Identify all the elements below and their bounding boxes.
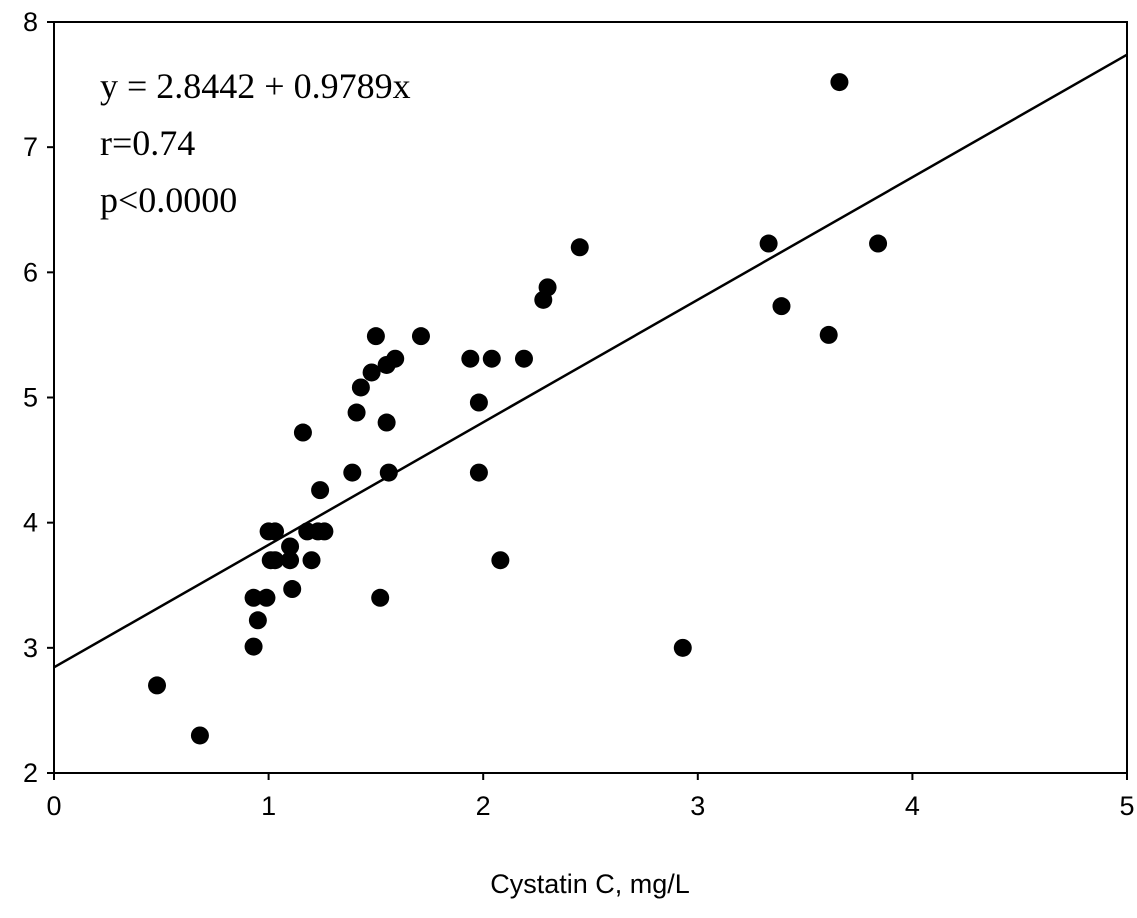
data-point bbox=[244, 588, 263, 607]
data-point bbox=[362, 363, 381, 382]
y-tick-label: 5 bbox=[23, 383, 38, 413]
data-point bbox=[371, 588, 390, 607]
data-point bbox=[302, 551, 321, 570]
data-point bbox=[514, 349, 533, 368]
data-point bbox=[461, 349, 480, 368]
x-tick-label: 0 bbox=[46, 791, 61, 821]
x-tick-label: 2 bbox=[476, 791, 491, 821]
r-annotation: r=0.74 bbox=[100, 123, 195, 163]
p-annotation: p<0.0000 bbox=[100, 180, 237, 220]
data-point bbox=[248, 611, 267, 630]
y-tick-label: 4 bbox=[23, 508, 38, 538]
equation-annotation: y = 2.8442 + 0.9789x bbox=[100, 66, 411, 106]
data-point bbox=[266, 551, 285, 570]
regression-line bbox=[53, 53, 1128, 669]
y-tick-label: 8 bbox=[23, 7, 38, 37]
data-point bbox=[266, 522, 285, 541]
data-point bbox=[411, 327, 430, 346]
x-axis-label: Cystatin C, mg/L bbox=[490, 869, 690, 899]
plot-area bbox=[53, 21, 1128, 774]
data-point bbox=[148, 676, 167, 695]
data-point bbox=[315, 522, 334, 541]
data-point bbox=[343, 463, 362, 482]
data-point bbox=[469, 393, 488, 412]
data-point bbox=[351, 378, 370, 397]
data-point bbox=[759, 234, 778, 253]
y-tick-label: 7 bbox=[23, 132, 38, 162]
data-point bbox=[281, 537, 300, 556]
data-point bbox=[377, 413, 396, 432]
data-point bbox=[281, 551, 300, 570]
x-tick-label: 1 bbox=[261, 791, 276, 821]
data-point bbox=[570, 238, 589, 257]
data-point bbox=[293, 423, 312, 442]
y-tick-label: 6 bbox=[23, 257, 38, 287]
data-point bbox=[673, 638, 692, 657]
data-point bbox=[491, 551, 510, 570]
data-point bbox=[257, 588, 276, 607]
data-point bbox=[482, 349, 501, 368]
data-point bbox=[538, 278, 557, 297]
y-tick-label: 3 bbox=[23, 633, 38, 663]
data-point bbox=[366, 327, 385, 346]
data-point bbox=[311, 481, 330, 500]
data-point bbox=[869, 234, 888, 253]
data-point bbox=[772, 297, 791, 316]
data-point bbox=[379, 463, 398, 482]
data-point bbox=[819, 325, 838, 344]
data-point bbox=[190, 726, 209, 745]
y-tick-label: 2 bbox=[23, 758, 38, 788]
data-point bbox=[386, 349, 405, 368]
data-point bbox=[347, 403, 366, 422]
x-tick-label: 5 bbox=[1119, 791, 1134, 821]
data-point bbox=[244, 637, 263, 656]
x-tick-label: 4 bbox=[905, 791, 920, 821]
x-tick-label: 3 bbox=[690, 791, 705, 821]
data-point bbox=[469, 463, 488, 482]
data-point bbox=[830, 73, 849, 92]
data-point bbox=[283, 580, 302, 599]
